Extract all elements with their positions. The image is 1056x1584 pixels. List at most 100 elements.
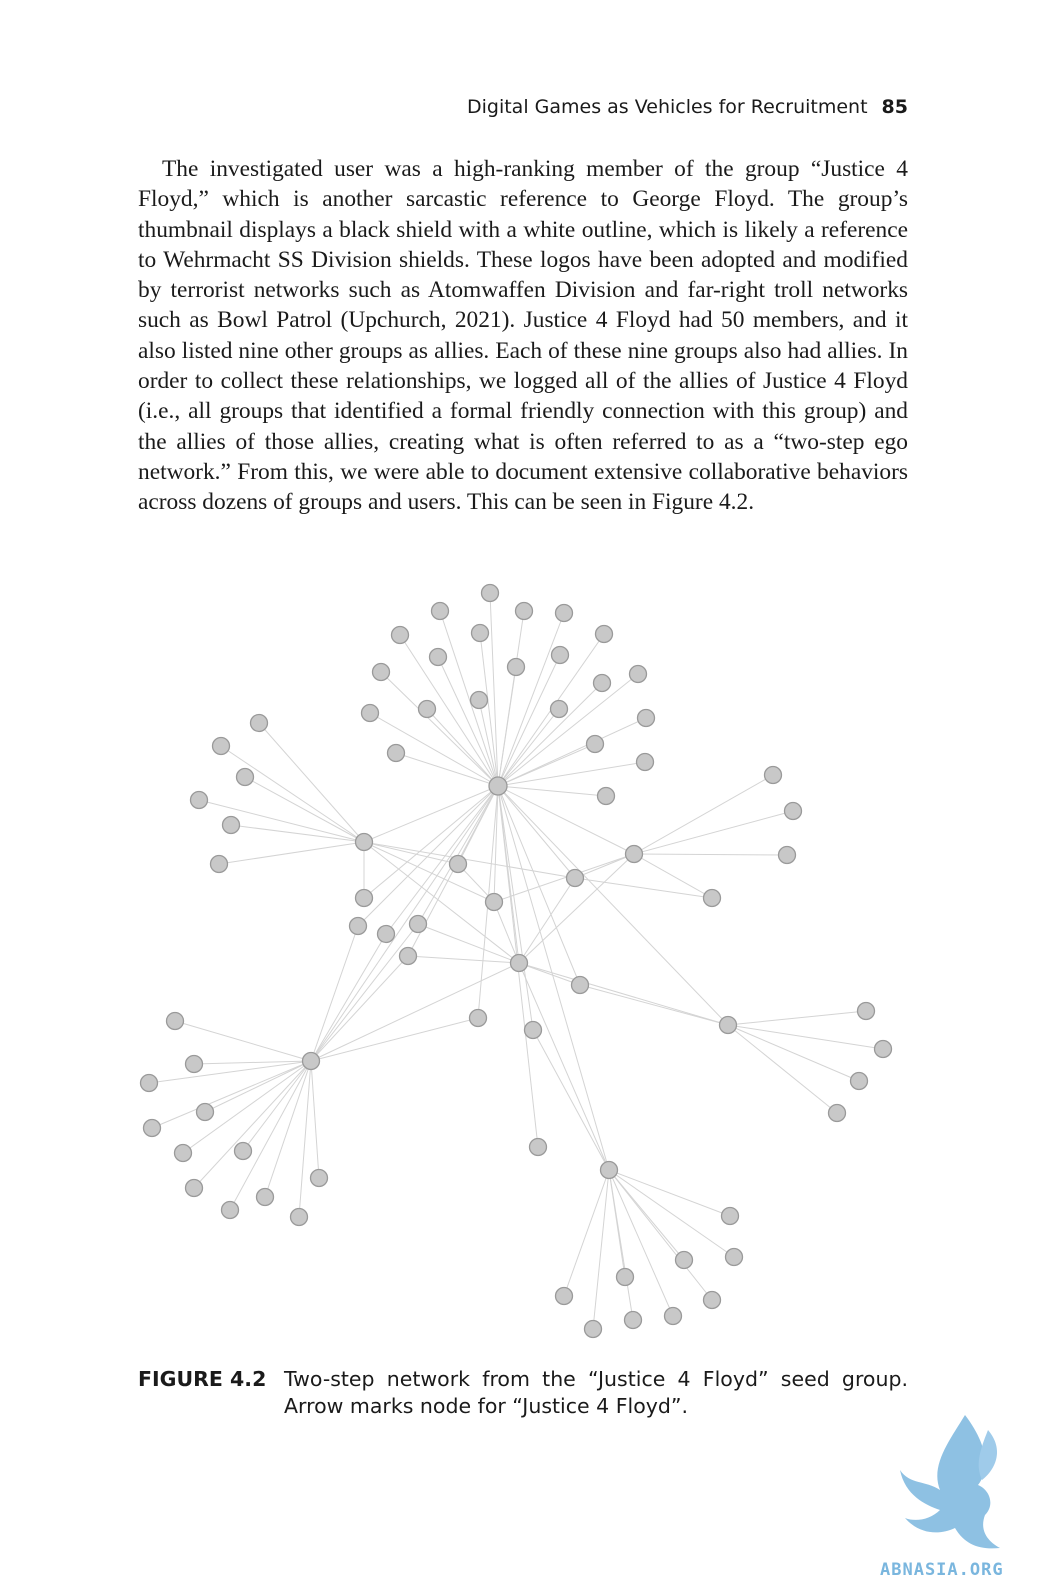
graph-node	[763, 765, 783, 785]
graph-edge	[174, 1020, 312, 1062]
graph-node	[636, 708, 656, 728]
graph-node	[628, 664, 648, 684]
graph-edge	[399, 634, 499, 787]
graph-edge	[244, 776, 365, 843]
graph-node	[209, 854, 229, 874]
graph-edge	[592, 1169, 610, 1330]
graph-node	[235, 767, 255, 787]
graph-edge	[363, 785, 499, 899]
graph-edge	[493, 853, 635, 903]
graph-edge	[478, 699, 499, 787]
graph-node	[528, 1137, 548, 1157]
graph-edge	[479, 632, 499, 787]
graph-node	[565, 868, 585, 888]
graph-node	[360, 703, 380, 723]
graph-edge	[310, 923, 419, 1062]
graph-edge	[395, 752, 499, 787]
graph-node	[376, 924, 396, 944]
graph-node	[301, 1051, 321, 1071]
graph-edge	[497, 785, 635, 855]
graph-node	[549, 699, 569, 719]
seed-node-justice-4-floyd	[488, 776, 508, 796]
graph-edge	[497, 785, 607, 797]
griffin-logo-icon	[900, 1415, 1000, 1549]
page-number: 85	[881, 96, 908, 118]
graph-node	[430, 601, 450, 621]
network-graph	[139, 583, 893, 1339]
graph-node	[428, 647, 448, 667]
graph-edge	[193, 1060, 312, 1189]
graph-node	[663, 1306, 683, 1326]
graph-edge	[633, 810, 794, 855]
graph-edge	[198, 799, 365, 843]
graph-node	[596, 786, 616, 806]
graph-edge	[633, 774, 774, 855]
graph-edge	[151, 1060, 312, 1129]
graph-node	[702, 1290, 722, 1310]
graph-edge	[363, 841, 576, 879]
graph-edge	[497, 708, 560, 787]
graph-edge	[608, 1169, 674, 1317]
graph-edge	[497, 673, 639, 787]
graph-node	[718, 1015, 738, 1035]
body-paragraph: The investigated user was a high-ranking…	[138, 156, 908, 516]
graph-node	[484, 892, 504, 912]
graph-edge	[497, 785, 581, 986]
graph-edge	[437, 656, 499, 787]
graph-edge	[518, 962, 581, 986]
graph-edge	[727, 1024, 884, 1050]
graph-node	[468, 1008, 488, 1028]
graph-edge	[380, 671, 499, 787]
graph-node	[249, 713, 269, 733]
graph-node	[408, 914, 428, 934]
graph-node	[783, 801, 803, 821]
graph-edge	[148, 1060, 312, 1084]
graph-node	[470, 623, 490, 643]
graph-node	[173, 1143, 193, 1163]
watermark: ABNASIA.ORG	[870, 1410, 1030, 1580]
graph-edge	[633, 853, 788, 856]
graph-edge	[218, 841, 365, 865]
graph-node	[570, 975, 590, 995]
graph-edge	[193, 1060, 312, 1065]
graph-edge	[518, 877, 576, 964]
graph-node	[211, 736, 231, 756]
graph-edge	[369, 712, 499, 787]
graph-node	[523, 1020, 543, 1040]
graph-edge	[497, 682, 603, 787]
graph-node	[554, 603, 574, 623]
graph-node	[480, 583, 500, 603]
graph-edge	[310, 1060, 320, 1179]
graph-node	[386, 743, 406, 763]
graph-edge	[264, 1060, 312, 1198]
figure-caption: FIGURE 4.2 Two-step network from the “Ju…	[138, 1366, 908, 1420]
figure-label: FIGURE 4.2	[138, 1367, 267, 1391]
graph-node	[184, 1178, 204, 1198]
graph-node	[371, 662, 391, 682]
graph-node	[623, 1310, 643, 1330]
graph-node	[309, 1168, 329, 1188]
graph-node	[599, 1160, 619, 1180]
graph-node	[142, 1118, 162, 1138]
graph-node	[615, 1267, 635, 1287]
graph-node	[720, 1206, 740, 1226]
graph-edge	[608, 1169, 731, 1217]
graph-node	[674, 1250, 694, 1270]
graph-node	[189, 790, 209, 810]
graph-edge	[417, 923, 520, 964]
graph-edge	[493, 901, 520, 964]
graph-edge	[608, 1169, 735, 1258]
graph-edge	[310, 1017, 479, 1062]
graph-edge	[220, 745, 365, 843]
graph-edge	[727, 1024, 860, 1082]
graph-edge	[298, 1060, 312, 1218]
graph-node	[221, 815, 241, 835]
graph-edge	[310, 925, 359, 1062]
graph-node	[195, 1102, 215, 1122]
graph-edge	[363, 785, 499, 843]
graph-edge	[363, 841, 495, 903]
graph-node	[724, 1247, 744, 1267]
graph-edge	[497, 654, 561, 787]
graph-node	[390, 625, 410, 645]
graph-node	[849, 1071, 869, 1091]
